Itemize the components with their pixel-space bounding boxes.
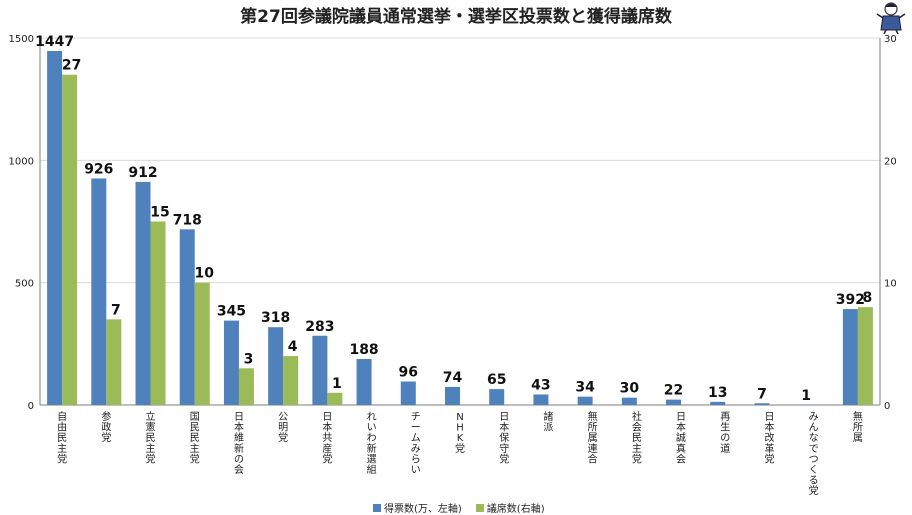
data-label-votes: 718 xyxy=(173,212,202,228)
data-label-votes: 30 xyxy=(620,381,640,397)
data-label-votes: 96 xyxy=(399,365,418,381)
data-label-votes: 13 xyxy=(708,385,727,401)
y-right-tick-label: 20 xyxy=(884,156,897,167)
x-tick-label: みんなでつくる党 xyxy=(809,412,819,497)
x-tick-label: 無所属連合 xyxy=(588,410,598,465)
bar-votes xyxy=(312,336,327,405)
bar-votes xyxy=(843,309,858,405)
bar-seats xyxy=(62,75,77,405)
bar-seats xyxy=(327,393,342,405)
bar-seats xyxy=(283,356,298,405)
data-label-votes: 7 xyxy=(757,386,767,402)
x-tick-label: 公明党 xyxy=(278,412,288,444)
bar-votes xyxy=(533,394,548,405)
x-tick-label: 社会民主党 xyxy=(632,410,642,465)
x-tick-label: 日本保守党 xyxy=(499,412,509,465)
bar-votes xyxy=(710,402,725,405)
data-label-seats: 10 xyxy=(194,266,214,282)
data-label-seats: 7 xyxy=(111,302,121,318)
x-tick-label: 再生の道 xyxy=(720,411,730,455)
bar-votes xyxy=(401,382,416,405)
data-label-votes: 283 xyxy=(305,319,334,335)
x-tick-label: 日本共産党 xyxy=(322,412,332,465)
x-tick-label: 日本維新の会 xyxy=(234,412,244,476)
data-label-votes: 912 xyxy=(128,165,157,181)
bar-votes xyxy=(224,321,239,405)
y-left-tick-label: 1000 xyxy=(9,156,34,167)
data-label-seats: 4 xyxy=(288,339,298,355)
bar-seats xyxy=(106,319,121,405)
legend-swatch-votes xyxy=(373,504,381,512)
data-label-votes: 22 xyxy=(664,383,683,399)
y-left-tick-label: 500 xyxy=(15,279,34,290)
bar-votes xyxy=(445,387,460,405)
data-label-seats: 1 xyxy=(332,376,342,392)
bar-votes xyxy=(578,397,593,405)
bar-votes xyxy=(91,178,106,405)
data-label-votes: 345 xyxy=(217,304,246,320)
data-label-votes: 43 xyxy=(531,377,550,393)
bar-votes xyxy=(136,182,151,405)
bar-votes xyxy=(622,398,637,405)
x-tick-label: 諸派 xyxy=(543,410,553,434)
data-label-votes: 1 xyxy=(801,388,811,404)
data-label-votes: 188 xyxy=(349,342,378,358)
data-label-votes: 34 xyxy=(575,380,595,396)
data-label-seats: 8 xyxy=(863,290,873,306)
x-tick-label: 参政党 xyxy=(101,410,111,444)
data-label-votes: 74 xyxy=(443,370,463,386)
bar-votes xyxy=(489,389,504,405)
data-label-votes: 392 xyxy=(836,292,865,308)
y-left-tick-label: 1500 xyxy=(9,34,34,45)
data-label-seats: 27 xyxy=(62,58,81,74)
x-tick-label: れいわ新選組 xyxy=(367,411,377,476)
x-tick-label: 無所属 xyxy=(853,410,863,444)
bar-votes xyxy=(47,51,62,405)
x-tick-label: 日本改革党 xyxy=(764,412,774,465)
y-right-tick-label: 10 xyxy=(884,279,897,290)
data-label-seats: 3 xyxy=(244,351,254,367)
data-label-votes: 1447 xyxy=(35,34,74,50)
x-tick-label: 国民民主党 xyxy=(190,411,200,465)
data-label-seats: 15 xyxy=(150,205,169,221)
data-label-votes: 65 xyxy=(487,372,506,388)
x-tick-label: 立憲民主党 xyxy=(146,410,156,465)
bar-votes xyxy=(666,400,681,405)
bar-votes xyxy=(754,403,769,405)
x-tick-label: チームみらい xyxy=(411,411,421,476)
legend-swatch-seats xyxy=(476,504,484,512)
y-right-tick-label: 0 xyxy=(884,401,890,412)
y-right-tick-label: 30 xyxy=(884,34,897,45)
bar-seats xyxy=(195,283,210,405)
bar-seats xyxy=(151,222,166,406)
x-tick-label: 自由民主党 xyxy=(57,410,67,465)
bar-seats xyxy=(239,368,254,405)
bar-seats xyxy=(858,307,873,405)
data-label-votes: 926 xyxy=(84,161,113,177)
bar-votes xyxy=(357,359,372,405)
x-tick-label: 日本誠真会 xyxy=(676,412,686,465)
bar-votes xyxy=(268,327,283,405)
y-left-tick-label: 0 xyxy=(28,401,34,412)
mascot-icon xyxy=(873,0,909,34)
data-label-votes: 318 xyxy=(261,310,290,326)
bar-votes xyxy=(180,229,195,405)
